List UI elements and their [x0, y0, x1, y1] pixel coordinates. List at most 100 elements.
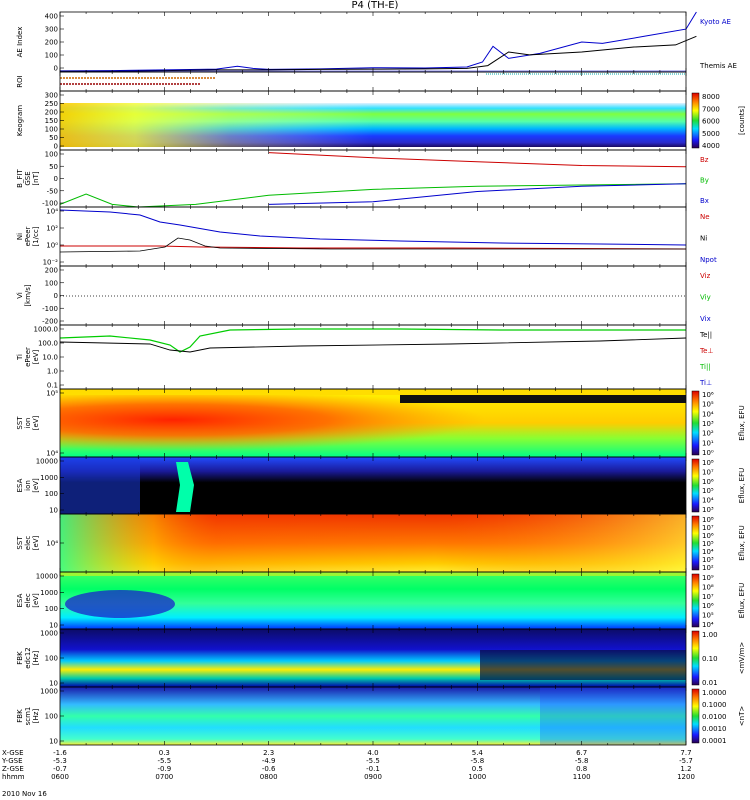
- legend-bfield-2: Bx: [700, 197, 709, 205]
- ylabel-fbk_e-2: [Hz]: [32, 651, 40, 666]
- sst-ion-spectrogram: [60, 389, 686, 457]
- colorbar-tick-esa_e-4: 10⁵: [702, 612, 714, 620]
- ylabel-sst_i-1: ion: [24, 418, 32, 429]
- ylabel-bfield-1: GSE: [24, 171, 32, 185]
- ytick-label-esa_i-3: 10: [49, 507, 58, 515]
- ylabel-fbk_e-0: FBK: [16, 651, 24, 665]
- legend-temp-1: Te⊥: [699, 347, 714, 355]
- panel-frame-density: [59, 206, 687, 267]
- series-bfield-2: [268, 183, 687, 205]
- colorbar-tick-keogram-3: 5000: [702, 130, 720, 138]
- colorbar-fbk_e: [691, 630, 700, 686]
- colorbar-tick-fbk_b-0: 1.0000: [702, 689, 727, 697]
- ytick-label-bfield-3: -50: [47, 187, 58, 195]
- ylabel-sst_e-1: elec: [24, 536, 32, 551]
- colorbar-tick-sst_i-6: 10⁰: [702, 449, 714, 457]
- ylabel-esa_e-1: elec: [24, 593, 32, 608]
- xaxis-tick-0-0: -1.6: [53, 749, 67, 757]
- xaxis-tick-2-2: -0.6: [262, 765, 276, 773]
- colorbar-unit-esa_i: Eflux, EFU: [738, 468, 746, 503]
- xaxis-tick-4-0: 5.4: [472, 749, 484, 757]
- ytick-label-velocity-1: 100: [45, 279, 58, 287]
- ytick-label-keogram-1: 250: [45, 100, 58, 108]
- xaxis-tick-1-2: -0.9: [157, 765, 171, 773]
- ytick-label-ae-1: 300: [45, 26, 58, 34]
- panel-frame-ae: [59, 11, 687, 73]
- panel-frame-bfield: [59, 149, 687, 208]
- temperature-traces: [59, 328, 687, 353]
- ytick-label-bfield-2: 0: [54, 175, 58, 183]
- series-ae-0: [59, 11, 697, 72]
- legend-density-1: Ni: [700, 235, 707, 243]
- legend-ae-0: Kyoto AE: [700, 18, 731, 26]
- colorbar-tick-fbk_e-0: 1.00: [702, 631, 718, 639]
- ytick-label-esa_i-0: 10000: [36, 458, 58, 466]
- colorbar-tick-fbk_b-2: 0.0100: [702, 713, 727, 721]
- colorbar-tick-esa_i-1: 10⁷: [702, 468, 714, 476]
- xaxis-tick-6-0: 7.7: [680, 749, 691, 757]
- ytick-label-sst_i-0: 10⁵: [46, 390, 58, 398]
- legend-temp-2: Ti||: [699, 363, 711, 371]
- xaxis-tick-6-1: -5.7: [679, 757, 693, 765]
- colorbar-fbk_b: [691, 688, 700, 744]
- xaxis-tick-4-1: -5.8: [470, 757, 484, 765]
- xaxis-tick-3-1: -5.5: [366, 757, 380, 765]
- series-bfield-0: [268, 152, 687, 168]
- ytick-label-ae-3: 100: [45, 52, 58, 60]
- colorbar-tick-esa_i-0: 10⁸: [702, 459, 714, 467]
- colorbar-tick-keogram-2: 6000: [702, 118, 720, 126]
- ytick-label-ae-4: 0: [54, 65, 58, 73]
- xaxis-tick-5-0: 6.7: [576, 749, 587, 757]
- esa-elec-spectrogram: [60, 572, 686, 629]
- xaxis-tick-5-3: 1100: [573, 773, 591, 781]
- ylabel-esa_i-2: [eV]: [32, 478, 40, 493]
- colorbar-tick-esa_e-5: 10⁴: [702, 621, 714, 629]
- ytick-label-ae-2: 200: [45, 39, 58, 47]
- colorbar-unit-fbk_e: <mV/m>: [738, 642, 746, 675]
- ylabel-density-0: Ni: [16, 233, 24, 240]
- ylabel-fbk_b-1: scm1: [24, 707, 32, 726]
- legend-temp-0: Te||: [699, 331, 712, 339]
- colorbar-tick-sst_e-3: 10⁵: [702, 540, 714, 548]
- plot-title: P4 (TH-E): [351, 0, 399, 11]
- ytick-label-bfield-0: 100: [45, 151, 58, 159]
- colorbar-unit-sst_i: Eflux, EFU: [738, 405, 746, 440]
- ylabel-bfield-2: [nT]: [32, 171, 40, 185]
- colorbar-unit-keogram: [counts]: [738, 106, 746, 135]
- ytick-label-keogram-6: 0: [54, 143, 58, 151]
- ylabel-velocity-0: Vi: [16, 292, 24, 299]
- ytick-label-fbk_b-0: 1000: [40, 688, 58, 696]
- ylabel-sst_i-0: SST: [16, 416, 24, 430]
- colorbar-tick-fbk_e-1: 0.10: [702, 655, 718, 663]
- ytick-label-fbk_e-0: 1000: [40, 630, 58, 638]
- ytick-label-density-1: 10²: [46, 225, 58, 233]
- colorbar-tick-sst_e-1: 10⁷: [702, 524, 714, 532]
- ylabel-roi-0: ROI: [16, 75, 24, 87]
- ytick-label-keogram-3: 150: [45, 117, 58, 125]
- ytick-label-density-0: 10⁴: [46, 208, 58, 216]
- ytick-label-temp-3: 1.0: [47, 368, 58, 376]
- keogram-image: [60, 91, 686, 150]
- xaxis-tick-6-2: 1.2: [680, 765, 691, 773]
- ytick-label-ae-0: 400: [45, 13, 58, 21]
- ytick-label-esa_e-2: 100: [45, 605, 58, 613]
- xaxis-tick-3-2: -0.1: [366, 765, 380, 773]
- ytick-label-temp-1: 100.0: [38, 340, 58, 348]
- ytick-label-esa_i-1: 1000: [40, 474, 58, 482]
- xaxis-tick-2-1: -4.9: [262, 757, 276, 765]
- xaxis-row-label-1: Y-GSE: [1, 757, 23, 765]
- colorbar-unit-esa_e: Eflux, EFU: [738, 583, 746, 618]
- ylabel-temp-1: ePeer: [24, 347, 32, 367]
- xaxis-row-label-0: X-GSE: [2, 749, 24, 757]
- ytick-label-fbk_e-1: 100: [45, 655, 58, 663]
- colorbar-sst_i: [691, 390, 700, 456]
- colorbar-tick-esa_i-4: 10⁴: [702, 497, 714, 505]
- colorbar-tick-sst_e-0: 10⁸: [702, 516, 714, 524]
- ytick-label-sst_e-0: 10⁴: [46, 540, 58, 548]
- colorbar-tick-esa_e-0: 10⁹: [702, 574, 714, 582]
- ylabel-ae-0: AE Index: [16, 27, 24, 58]
- esa-ion-spectrogram: [60, 457, 686, 514]
- legend-ae-1: Themis AE: [699, 62, 737, 70]
- colorbar-tick-sst_i-3: 10³: [702, 420, 714, 428]
